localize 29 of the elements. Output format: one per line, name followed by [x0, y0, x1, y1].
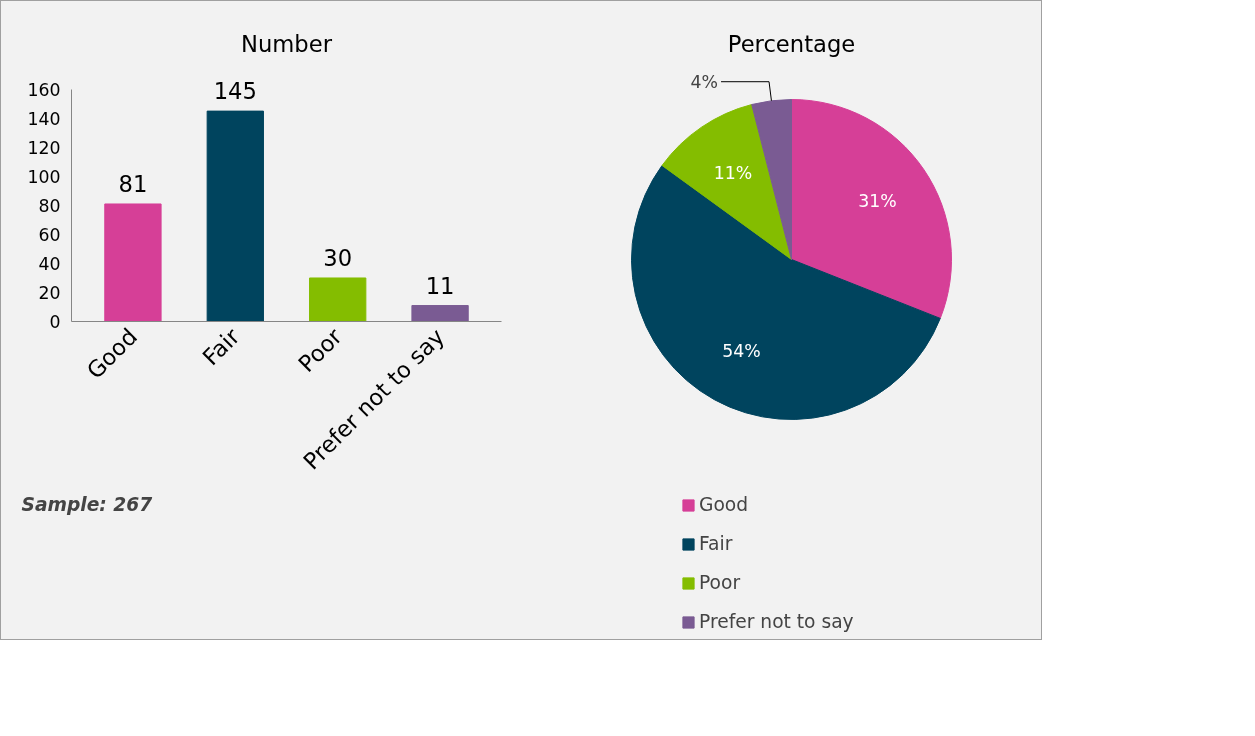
- bar: [104, 203, 162, 322]
- y-tick-label: 160: [27, 79, 61, 100]
- data-label: 31%: [858, 191, 897, 212]
- y-tick-label: 120: [27, 137, 61, 158]
- legend-label: Poor: [699, 572, 741, 594]
- data-label: 81: [118, 170, 148, 197]
- text: Sample: 267: [21, 493, 153, 515]
- y-tick-label: 20: [38, 282, 61, 303]
- y-tick-label: 60: [38, 224, 61, 245]
- data-label: 54%: [722, 340, 761, 361]
- x-tick-label: Fair: [197, 322, 245, 371]
- y-tick-label: 40: [38, 253, 61, 274]
- data-label: 11: [425, 272, 455, 299]
- chart-title: Percentage: [727, 30, 856, 57]
- legend-label: Prefer not to say: [699, 611, 854, 633]
- data-label: 30: [323, 244, 353, 271]
- chart-title: Number: [240, 30, 333, 57]
- y-tick-label: 0: [49, 312, 61, 332]
- data-label: 145: [213, 78, 257, 105]
- bar: [411, 305, 469, 322]
- y-tick-label: 80: [38, 195, 61, 216]
- data-label: 4%: [690, 71, 719, 92]
- legend-label: Good: [699, 494, 749, 516]
- bar: [206, 110, 264, 322]
- y-tick-label: 140: [27, 108, 61, 129]
- data-label: 11%: [713, 163, 753, 184]
- legend-label: Fair: [699, 533, 733, 555]
- bar: [309, 277, 367, 322]
- y-tick-label: 100: [27, 166, 61, 187]
